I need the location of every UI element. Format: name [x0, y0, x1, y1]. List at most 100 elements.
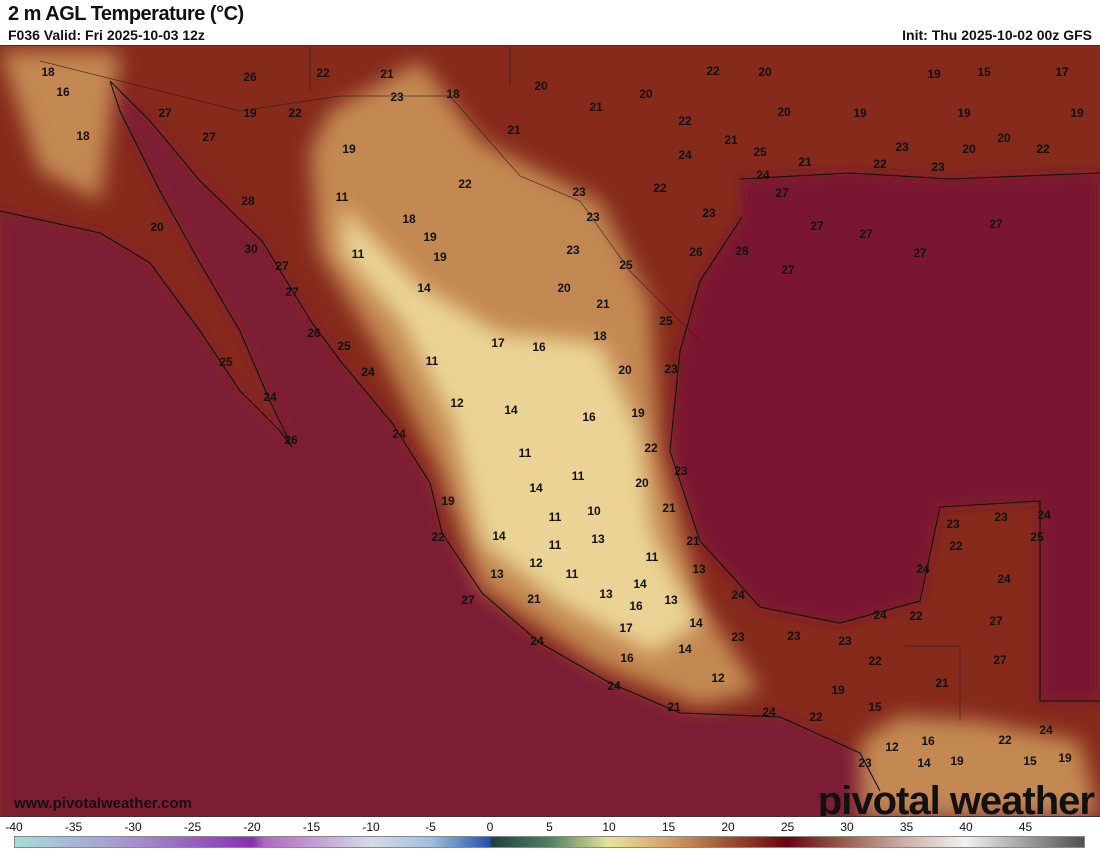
temperature-value: 11 [548, 510, 562, 524]
temperature-value: 24 [916, 562, 930, 576]
temperature-value: 15 [1023, 754, 1037, 768]
temperature-value: 14 [504, 403, 518, 417]
temperature-value: 14 [529, 481, 543, 495]
gulf-of-mexico [670, 173, 1100, 701]
temperature-value: 19 [1070, 106, 1084, 120]
colorbar-tick-label: 35 [899, 820, 914, 834]
temperature-value: 27 [775, 186, 789, 200]
temperature-value: 25 [619, 258, 633, 272]
temperature-value: 11 [565, 567, 579, 581]
temperature-value: 25 [219, 355, 233, 369]
temperature-value: 26 [284, 433, 298, 447]
temperature-value: 20 [639, 87, 653, 101]
temperature-value: 22 [431, 530, 445, 544]
highlands-cool [342, 206, 700, 653]
temperature-value: 11 [335, 190, 349, 204]
colorbar-tick-label: -35 [64, 820, 83, 834]
temperature-value: 19 [631, 406, 645, 420]
temperature-value: 19 [243, 106, 257, 120]
temperature-value: 22 [653, 181, 667, 195]
temperature-value: 24 [731, 588, 745, 602]
temperature-value: 16 [532, 340, 546, 354]
colorbar-tick-label: -25 [183, 820, 202, 834]
temperature-value: 13 [664, 593, 678, 607]
temperature-value: 23 [674, 464, 688, 478]
temperature-value: 15 [977, 65, 991, 79]
temperature-value: 20 [534, 79, 548, 93]
temperature-value: 24 [997, 572, 1011, 586]
temperature-value: 24 [873, 608, 887, 622]
temperature-value: 27 [202, 130, 216, 144]
temperature-value: 21 [935, 676, 949, 690]
colorbar-tick-label: 30 [840, 820, 854, 834]
temperature-value: 17 [491, 336, 505, 350]
temperature-value: 24 [1037, 508, 1051, 522]
temperature-value: 14 [633, 577, 647, 591]
temperature-value: 25 [753, 145, 767, 159]
temperature-value: 19 [853, 106, 867, 120]
temperature-value: 13 [692, 562, 706, 576]
temperature-value: 14 [689, 616, 703, 630]
temperature-value: 13 [599, 587, 613, 601]
temperature-value: 24 [762, 705, 776, 719]
temperature-value: 30 [244, 242, 258, 256]
temperature-value: 19 [433, 250, 447, 264]
temperature-value: 26 [307, 326, 321, 340]
temperature-value: 24 [607, 679, 621, 693]
temperature-value: 20 [777, 105, 791, 119]
colorbar-tick-label: -5 [425, 820, 436, 834]
temperature-value: 22 [678, 114, 692, 128]
temperature-value: 27 [285, 285, 299, 299]
temperature-value: 24 [263, 390, 277, 404]
temperature-value: 22 [1036, 142, 1050, 156]
temperature-value: 22 [316, 66, 330, 80]
temperature-value: 11 [645, 550, 659, 564]
temperature-value: 24 [530, 634, 544, 648]
temperature-value: 21 [589, 100, 603, 114]
temperature-value: 18 [41, 65, 55, 79]
borders [39, 46, 961, 721]
temperature-value: 20 [150, 220, 164, 234]
pacific-ocean [0, 81, 1100, 816]
temperature-value: 19 [342, 142, 356, 156]
temperature-value: 19 [441, 494, 455, 508]
temperature-value: 24 [1039, 723, 1053, 737]
temperature-value: 11 [351, 247, 365, 261]
temperature-value: 22 [949, 539, 963, 553]
temperature-value: 23 [946, 517, 960, 531]
colorbar-tick-label: 10 [602, 820, 616, 834]
temperature-value: 21 [724, 133, 738, 147]
temperature-value: 22 [644, 441, 658, 455]
website-url[interactable]: www.pivotalweather.com [14, 795, 192, 812]
temperature-value: 16 [629, 599, 643, 613]
temperature-value: 12 [450, 396, 464, 410]
temperature-value: 27 [993, 653, 1007, 667]
map-field [0, 46, 1100, 816]
colorbar-tick-label: 20 [721, 820, 735, 834]
coastlines [0, 80, 1100, 792]
temperature-value: 27 [989, 217, 1003, 231]
temperature-map[interactable]: 18 16 26 22 21 23 18 20 22 20 19 15 17 27 19 22 21 20 22 20… [0, 45, 1100, 817]
colorbar-tick-label: 25 [780, 820, 795, 834]
temperature-value: 18 [76, 129, 90, 143]
temperature-value: 21 [686, 534, 700, 548]
temperature-value: 24 [361, 365, 375, 379]
temperature-value: 17 [619, 621, 633, 635]
temperature-value: 22 [288, 106, 302, 120]
temperature-value: 13 [591, 532, 605, 546]
temperature-value: 18 [402, 212, 416, 226]
temperature-value: 25 [659, 314, 673, 328]
temperature-value: 12 [711, 671, 725, 685]
temperature-value: 27 [989, 614, 1003, 628]
temperature-value: 11 [548, 538, 562, 552]
temperature-value: 27 [859, 227, 873, 241]
temperature-value: 17 [1055, 65, 1069, 79]
valid-time: F036 Valid: Fri 2025-10-03 12z [8, 27, 205, 43]
temperature-value: 21 [596, 297, 610, 311]
temperature-value: 28 [241, 194, 255, 208]
southwest-us-highlands [0, 51, 120, 201]
temperature-value: 27 [158, 106, 172, 120]
temperature-value: 11 [425, 354, 439, 368]
temperature-value: 18 [593, 329, 607, 343]
temperature-value: 11 [518, 446, 532, 460]
